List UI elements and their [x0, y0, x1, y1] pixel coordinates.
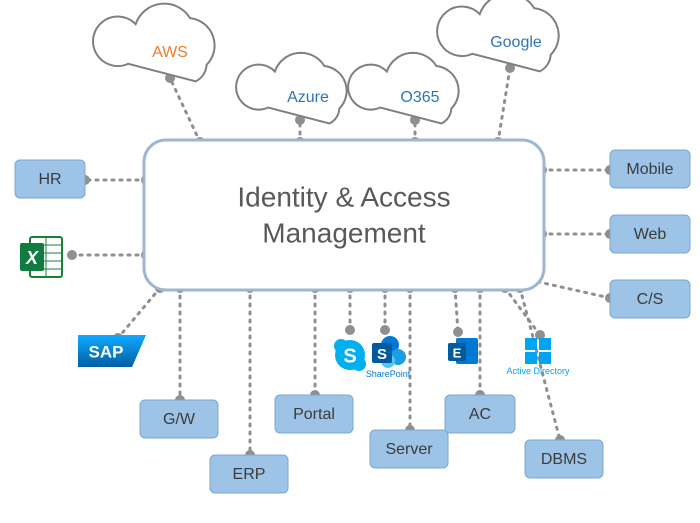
box-server-label: Server: [385, 441, 433, 458]
sap-icon: SAP: [78, 335, 146, 367]
cloud-aws-label: AWS: [152, 44, 188, 61]
skype-icon: S: [334, 339, 366, 371]
box-mobile-label: Mobile: [626, 161, 673, 178]
excel-icon: X: [20, 237, 62, 277]
box-cs-label: C/S: [637, 291, 664, 308]
box-gw-label: G/W: [163, 411, 196, 428]
box-dbms-label: DBMS: [541, 451, 587, 468]
svg-text:E: E: [453, 345, 462, 360]
center-hub: [144, 140, 544, 290]
svg-text:S: S: [377, 346, 387, 363]
cloud-azure-label: Azure: [287, 89, 329, 106]
cloud-o365-label: O365: [400, 89, 439, 106]
sharepoint-label: SharePoint: [366, 369, 411, 379]
center-title-line2: Management: [262, 217, 426, 248]
cloud-azure: [236, 53, 347, 124]
ad-label: Active Directory: [506, 366, 570, 376]
svg-text:S: S: [343, 345, 356, 367]
box-hr-label: HR: [38, 171, 61, 188]
cloud-aws: [93, 4, 215, 82]
svg-text:X: X: [25, 248, 39, 268]
box-erp-label: ERP: [233, 466, 266, 483]
exchange-icon: E: [448, 338, 478, 364]
cloud-o365: [348, 53, 459, 124]
box-ac-label: AC: [469, 406, 491, 423]
svg-text:SAP: SAP: [89, 342, 124, 361]
sharepoint-icon: S SharePoint: [366, 336, 411, 379]
center-title-line1: Identity & Access: [237, 181, 450, 212]
iam-diagram: Identity & Access Management AWS Azure O365 G…: [0, 0, 700, 523]
cloud-google-label: Google: [490, 34, 542, 51]
box-portal-label: Portal: [293, 406, 335, 423]
box-web-label: Web: [634, 226, 667, 243]
